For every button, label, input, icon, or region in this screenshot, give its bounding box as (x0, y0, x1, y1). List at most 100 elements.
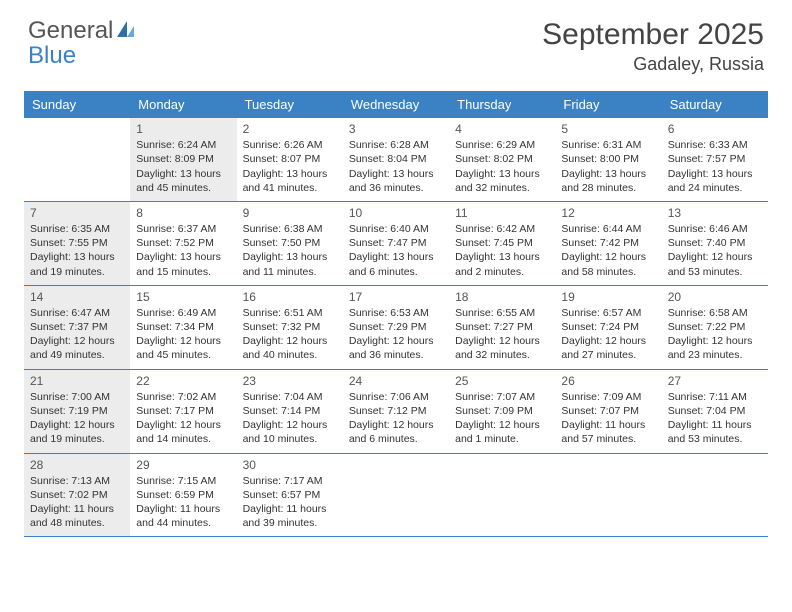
day-number: 8 (136, 205, 230, 221)
sunset-text: Sunset: 7:22 PM (668, 320, 762, 334)
daylight-text: Daylight: 12 hours and 32 minutes. (455, 334, 549, 362)
calendar-day-cell (24, 118, 130, 201)
sunrise-text: Sunrise: 7:06 AM (349, 390, 443, 404)
calendar-week-row: 28Sunrise: 7:13 AMSunset: 7:02 PMDayligh… (24, 454, 768, 538)
day-number: 2 (243, 121, 337, 137)
calendar-day-cell: 11Sunrise: 6:42 AMSunset: 7:45 PMDayligh… (449, 202, 555, 285)
sunrise-text: Sunrise: 6:35 AM (30, 222, 124, 236)
day-number: 7 (30, 205, 124, 221)
sunset-text: Sunset: 8:02 PM (455, 152, 549, 166)
daylight-text: Daylight: 13 hours and 41 minutes. (243, 167, 337, 195)
daylight-text: Daylight: 13 hours and 45 minutes. (136, 167, 230, 195)
day-number: 15 (136, 289, 230, 305)
brand-logo: GeneralBlue (28, 18, 136, 68)
calendar-grid: Sunday Monday Tuesday Wednesday Thursday… (24, 91, 768, 537)
sunrise-text: Sunrise: 7:07 AM (455, 390, 549, 404)
daylight-text: Daylight: 12 hours and 19 minutes. (30, 418, 124, 446)
weekday-header-row: Sunday Monday Tuesday Wednesday Thursday… (24, 91, 768, 118)
sunrise-text: Sunrise: 6:55 AM (455, 306, 549, 320)
sunrise-text: Sunrise: 7:17 AM (243, 474, 337, 488)
day-number: 26 (561, 373, 655, 389)
day-number: 27 (668, 373, 762, 389)
daylight-text: Daylight: 11 hours and 57 minutes. (561, 418, 655, 446)
day-number: 6 (668, 121, 762, 137)
daylight-text: Daylight: 13 hours and 6 minutes. (349, 250, 443, 278)
daylight-text: Daylight: 12 hours and 40 minutes. (243, 334, 337, 362)
sunset-text: Sunset: 7:27 PM (455, 320, 549, 334)
sunrise-text: Sunrise: 6:24 AM (136, 138, 230, 152)
calendar-day-cell: 29Sunrise: 7:15 AMSunset: 6:59 PMDayligh… (130, 454, 236, 537)
sunrise-text: Sunrise: 6:28 AM (349, 138, 443, 152)
calendar-week-row: 7Sunrise: 6:35 AMSunset: 7:55 PMDaylight… (24, 202, 768, 286)
weekday-header: Tuesday (237, 91, 343, 118)
daylight-text: Daylight: 12 hours and 27 minutes. (561, 334, 655, 362)
calendar-day-cell (662, 454, 768, 537)
day-number: 14 (30, 289, 124, 305)
calendar-day-cell: 23Sunrise: 7:04 AMSunset: 7:14 PMDayligh… (237, 370, 343, 453)
calendar-week-row: 21Sunrise: 7:00 AMSunset: 7:19 PMDayligh… (24, 370, 768, 454)
calendar-day-cell: 26Sunrise: 7:09 AMSunset: 7:07 PMDayligh… (555, 370, 661, 453)
sunrise-text: Sunrise: 6:26 AM (243, 138, 337, 152)
calendar-day-cell: 8Sunrise: 6:37 AMSunset: 7:52 PMDaylight… (130, 202, 236, 285)
day-number: 1 (136, 121, 230, 137)
day-number: 9 (243, 205, 337, 221)
day-number: 12 (561, 205, 655, 221)
sunset-text: Sunset: 7:19 PM (30, 404, 124, 418)
sunset-text: Sunset: 6:59 PM (136, 488, 230, 502)
sunset-text: Sunset: 8:09 PM (136, 152, 230, 166)
sunrise-text: Sunrise: 7:15 AM (136, 474, 230, 488)
sunset-text: Sunset: 7:40 PM (668, 236, 762, 250)
weekday-header: Sunday (24, 91, 130, 118)
calendar-day-cell (343, 454, 449, 537)
sunset-text: Sunset: 8:04 PM (349, 152, 443, 166)
daylight-text: Daylight: 12 hours and 1 minute. (455, 418, 549, 446)
daylight-text: Daylight: 12 hours and 23 minutes. (668, 334, 762, 362)
calendar-day-cell: 16Sunrise: 6:51 AMSunset: 7:32 PMDayligh… (237, 286, 343, 369)
location-label: Gadaley, Russia (542, 54, 764, 75)
calendar-day-cell: 3Sunrise: 6:28 AMSunset: 8:04 PMDaylight… (343, 118, 449, 201)
sunset-text: Sunset: 8:07 PM (243, 152, 337, 166)
day-number: 29 (136, 457, 230, 473)
sunset-text: Sunset: 7:52 PM (136, 236, 230, 250)
weekday-header: Monday (130, 91, 236, 118)
sunrise-text: Sunrise: 6:57 AM (561, 306, 655, 320)
sunset-text: Sunset: 8:00 PM (561, 152, 655, 166)
title-block: September 2025 Gadaley, Russia (542, 18, 764, 75)
daylight-text: Daylight: 11 hours and 44 minutes. (136, 502, 230, 530)
sunrise-text: Sunrise: 6:46 AM (668, 222, 762, 236)
calendar-day-cell: 7Sunrise: 6:35 AMSunset: 7:55 PMDaylight… (24, 202, 130, 285)
day-number: 22 (136, 373, 230, 389)
calendar-day-cell: 9Sunrise: 6:38 AMSunset: 7:50 PMDaylight… (237, 202, 343, 285)
day-number: 11 (455, 205, 549, 221)
daylight-text: Daylight: 12 hours and 58 minutes. (561, 250, 655, 278)
daylight-text: Daylight: 12 hours and 53 minutes. (668, 250, 762, 278)
calendar-day-cell: 2Sunrise: 6:26 AMSunset: 8:07 PMDaylight… (237, 118, 343, 201)
sunrise-text: Sunrise: 6:31 AM (561, 138, 655, 152)
calendar-day-cell: 15Sunrise: 6:49 AMSunset: 7:34 PMDayligh… (130, 286, 236, 369)
day-number: 19 (561, 289, 655, 305)
calendar-day-cell: 6Sunrise: 6:33 AMSunset: 7:57 PMDaylight… (662, 118, 768, 201)
sunrise-text: Sunrise: 7:13 AM (30, 474, 124, 488)
calendar-day-cell: 22Sunrise: 7:02 AMSunset: 7:17 PMDayligh… (130, 370, 236, 453)
sunset-text: Sunset: 7:47 PM (349, 236, 443, 250)
sunset-text: Sunset: 7:45 PM (455, 236, 549, 250)
weekday-header: Saturday (662, 91, 768, 118)
calendar-day-cell: 25Sunrise: 7:07 AMSunset: 7:09 PMDayligh… (449, 370, 555, 453)
weekday-header: Wednesday (343, 91, 449, 118)
day-number: 23 (243, 373, 337, 389)
page-header: GeneralBlue September 2025 Gadaley, Russ… (0, 0, 792, 83)
calendar-day-cell: 19Sunrise: 6:57 AMSunset: 7:24 PMDayligh… (555, 286, 661, 369)
calendar-day-cell: 27Sunrise: 7:11 AMSunset: 7:04 PMDayligh… (662, 370, 768, 453)
calendar-day-cell: 14Sunrise: 6:47 AMSunset: 7:37 PMDayligh… (24, 286, 130, 369)
day-number: 24 (349, 373, 443, 389)
sunrise-text: Sunrise: 7:04 AM (243, 390, 337, 404)
day-number: 17 (349, 289, 443, 305)
day-number: 21 (30, 373, 124, 389)
sunset-text: Sunset: 7:57 PM (668, 152, 762, 166)
sunrise-text: Sunrise: 6:44 AM (561, 222, 655, 236)
daylight-text: Daylight: 12 hours and 36 minutes. (349, 334, 443, 362)
sunset-text: Sunset: 7:12 PM (349, 404, 443, 418)
sunrise-text: Sunrise: 6:49 AM (136, 306, 230, 320)
daylight-text: Daylight: 13 hours and 28 minutes. (561, 167, 655, 195)
daylight-text: Daylight: 12 hours and 10 minutes. (243, 418, 337, 446)
